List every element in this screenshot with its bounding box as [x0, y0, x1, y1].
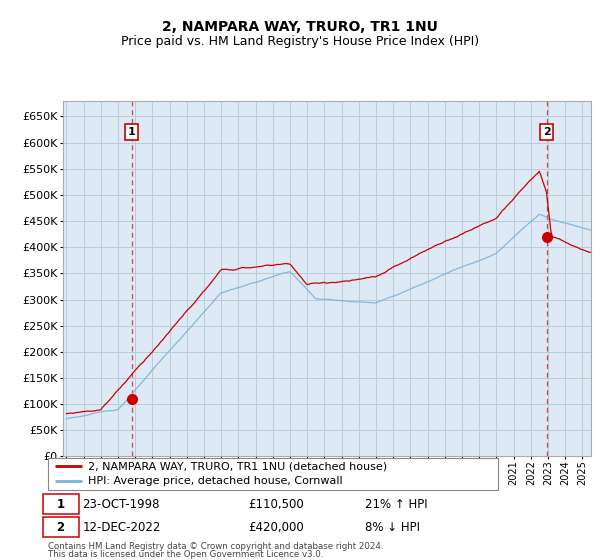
FancyBboxPatch shape	[48, 458, 498, 490]
Text: 21% ↑ HPI: 21% ↑ HPI	[365, 498, 427, 511]
FancyBboxPatch shape	[43, 494, 79, 514]
Text: 2: 2	[56, 521, 65, 534]
Text: 2, NAMPARA WAY, TRURO, TR1 1NU: 2, NAMPARA WAY, TRURO, TR1 1NU	[162, 20, 438, 34]
Text: 2, NAMPARA WAY, TRURO, TR1 1NU (detached house): 2, NAMPARA WAY, TRURO, TR1 1NU (detached…	[89, 461, 388, 472]
FancyBboxPatch shape	[43, 517, 79, 537]
Text: HPI: Average price, detached house, Cornwall: HPI: Average price, detached house, Corn…	[89, 476, 343, 486]
Text: 12-DEC-2022: 12-DEC-2022	[82, 521, 161, 534]
Text: Contains HM Land Registry data © Crown copyright and database right 2024.: Contains HM Land Registry data © Crown c…	[48, 542, 383, 551]
Text: £110,500: £110,500	[248, 498, 304, 511]
Text: 23-OCT-1998: 23-OCT-1998	[82, 498, 160, 511]
Text: Price paid vs. HM Land Registry's House Price Index (HPI): Price paid vs. HM Land Registry's House …	[121, 35, 479, 48]
Text: 1: 1	[128, 127, 136, 137]
Text: 8% ↓ HPI: 8% ↓ HPI	[365, 521, 420, 534]
Text: 1: 1	[56, 498, 65, 511]
Text: 2: 2	[543, 127, 551, 137]
Text: This data is licensed under the Open Government Licence v3.0.: This data is licensed under the Open Gov…	[48, 550, 323, 559]
Text: £420,000: £420,000	[248, 521, 304, 534]
